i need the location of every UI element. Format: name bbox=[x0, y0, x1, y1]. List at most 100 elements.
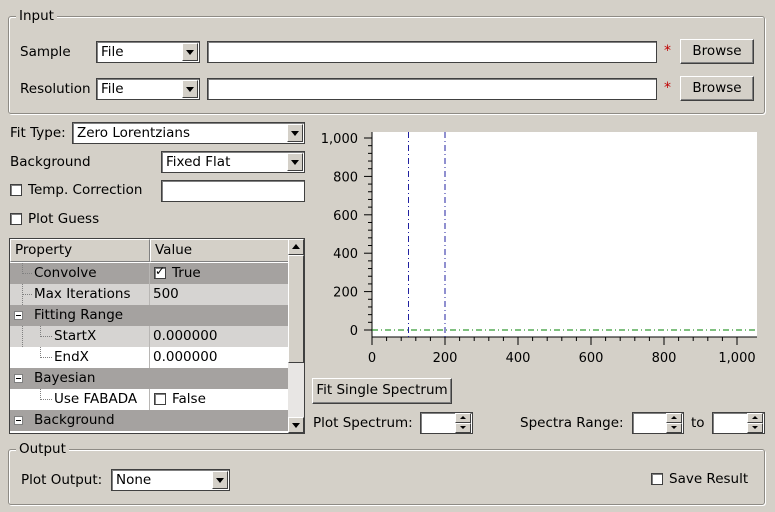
resolution-type-dropdown[interactable] bbox=[182, 80, 198, 98]
sample-type-value: File bbox=[101, 44, 124, 60]
scroll-down-button[interactable] bbox=[288, 417, 304, 433]
property-value[interactable]: 500 bbox=[153, 286, 179, 302]
property-row-max-iterations[interactable]: Max Iterations 500 bbox=[10, 284, 289, 305]
property-value: True bbox=[172, 265, 201, 281]
preview-plot[interactable]: 0 200 400 600 800 1,000 0 200 400 600 800 1,000 bbox=[312, 124, 764, 374]
chevron-down-icon bbox=[291, 131, 299, 136]
collapse-icon[interactable] bbox=[14, 374, 23, 383]
group-name: Fitting Range bbox=[34, 307, 124, 323]
fit-type-label: Fit Type: bbox=[10, 125, 66, 141]
x-tick-label: 400 bbox=[506, 351, 531, 366]
property-group-bayesian[interactable]: Bayesian bbox=[10, 368, 289, 389]
property-row-use-fabada[interactable]: Use FABADA False bbox=[10, 389, 289, 410]
y-tick-label: 600 bbox=[333, 209, 358, 224]
scroll-up-button[interactable] bbox=[288, 239, 304, 255]
background-combo[interactable]: Fixed Flat bbox=[161, 151, 305, 173]
resolution-required-marker: * bbox=[664, 80, 671, 96]
sample-required-marker: * bbox=[664, 43, 671, 59]
collapse-icon[interactable] bbox=[14, 311, 23, 320]
tree-branch bbox=[22, 273, 32, 274]
resolution-browse-button[interactable]: Browse bbox=[680, 76, 754, 101]
property-row-startx[interactable]: StartX 0.000000 bbox=[10, 326, 289, 347]
scroll-thumb[interactable] bbox=[288, 255, 304, 363]
tree-branch bbox=[22, 294, 32, 295]
sample-file-input[interactable] bbox=[207, 41, 657, 63]
collapse-icon[interactable] bbox=[14, 416, 23, 425]
chevron-down-icon bbox=[186, 87, 194, 92]
y-tick-label: 200 bbox=[333, 286, 358, 301]
tree-branch bbox=[22, 263, 23, 274]
spectra-range-label: Spectra Range: bbox=[520, 415, 624, 431]
use-fabada-checkbox[interactable] bbox=[154, 393, 166, 405]
resolution-file-input[interactable] bbox=[207, 78, 657, 100]
spin-down-button[interactable] bbox=[455, 423, 471, 433]
tree-branch bbox=[40, 326, 41, 337]
chevron-up-icon bbox=[460, 416, 466, 419]
fit-single-spectrum-button[interactable]: Fit Single Spectrum bbox=[312, 378, 452, 404]
tree-branch bbox=[40, 336, 52, 337]
sample-browse-button[interactable]: Browse bbox=[680, 39, 754, 64]
fit-type-combo[interactable]: Zero Lorentzians bbox=[72, 122, 305, 144]
input-group bbox=[8, 16, 765, 114]
background-value: Fixed Flat bbox=[166, 154, 231, 170]
sample-type-combo[interactable]: File bbox=[96, 41, 200, 63]
chevron-down-icon bbox=[752, 426, 758, 429]
tree-branch bbox=[40, 389, 41, 400]
temp-correction-checkbox[interactable] bbox=[10, 184, 22, 196]
spin-down-button[interactable] bbox=[747, 423, 763, 433]
temp-correction-label: Temp. Correction bbox=[28, 182, 143, 198]
output-group bbox=[8, 449, 765, 505]
plot-output-dropdown[interactable] bbox=[212, 471, 228, 489]
output-group-title: Output bbox=[16, 441, 69, 457]
property-row-endx[interactable]: EndX 0.000000 bbox=[10, 347, 289, 368]
input-group-title: Input bbox=[16, 8, 57, 24]
property-scrollbar[interactable] bbox=[288, 239, 304, 433]
sample-type-dropdown[interactable] bbox=[182, 43, 198, 61]
plot-output-label: Plot Output: bbox=[21, 472, 103, 488]
property-row-convolve[interactable]: Convolve ✓ True bbox=[10, 263, 289, 284]
property-name: Use FABADA bbox=[54, 391, 138, 407]
chevron-up-icon bbox=[671, 416, 677, 419]
chevron-down-icon bbox=[671, 426, 677, 429]
chevron-down-icon bbox=[291, 160, 299, 165]
spin-down-button[interactable] bbox=[666, 423, 682, 433]
spin-up-button[interactable] bbox=[455, 413, 471, 423]
background-dropdown[interactable] bbox=[287, 153, 303, 171]
spin-up-button[interactable] bbox=[666, 413, 682, 423]
spin-up-button[interactable] bbox=[747, 413, 763, 423]
property-column-header[interactable]: Property bbox=[10, 239, 150, 262]
property-group-fitting-range[interactable]: Fitting Range bbox=[10, 305, 289, 326]
property-name: Convolve bbox=[34, 265, 97, 281]
plot-guess-label: Plot Guess bbox=[28, 211, 100, 227]
resolution-type-value: File bbox=[101, 81, 124, 97]
x-tick-label: 0 bbox=[368, 351, 376, 366]
convolve-checkbox[interactable]: ✓ bbox=[154, 264, 166, 279]
tree-branch bbox=[40, 357, 52, 358]
sample-label: Sample bbox=[20, 44, 71, 60]
value-column-header[interactable]: Value bbox=[150, 239, 289, 262]
spectra-to-spinbox[interactable] bbox=[712, 412, 765, 434]
tree-branch bbox=[40, 399, 52, 400]
property-value[interactable]: 0.000000 bbox=[153, 328, 218, 344]
column-separator bbox=[149, 347, 150, 368]
plot-spectrum-spinbox[interactable] bbox=[420, 412, 473, 434]
property-value: False bbox=[172, 391, 206, 407]
property-browser[interactable]: Property Value Convolve ✓ True Max Itera… bbox=[9, 238, 305, 434]
plot-output-combo[interactable]: None bbox=[111, 469, 230, 491]
spectra-from-spinbox[interactable] bbox=[632, 412, 684, 434]
column-separator bbox=[149, 263, 150, 284]
property-value[interactable]: 0.000000 bbox=[153, 349, 218, 365]
resolution-type-combo[interactable]: File bbox=[96, 78, 200, 100]
chevron-down-icon bbox=[186, 50, 194, 55]
background-label: Background bbox=[10, 154, 91, 170]
column-separator bbox=[149, 284, 150, 305]
fit-type-dropdown[interactable] bbox=[287, 124, 303, 142]
plot-output-value: None bbox=[116, 472, 152, 488]
column-separator bbox=[149, 326, 150, 347]
plot-guess-checkbox[interactable] bbox=[10, 213, 22, 225]
property-group-background[interactable]: Background bbox=[10, 410, 289, 431]
save-result-checkbox[interactable] bbox=[651, 473, 663, 485]
temp-correction-input[interactable] bbox=[161, 180, 305, 202]
checkmark-icon: ✓ bbox=[155, 264, 166, 278]
x-tick-label: 800 bbox=[652, 351, 677, 366]
